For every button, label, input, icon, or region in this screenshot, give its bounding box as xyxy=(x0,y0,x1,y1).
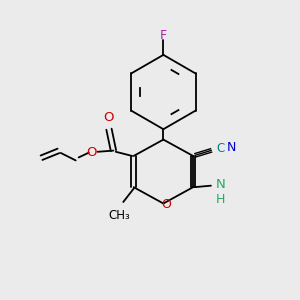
Text: N: N xyxy=(216,178,226,191)
Text: CH₃: CH₃ xyxy=(108,209,130,222)
Text: N: N xyxy=(227,140,236,154)
Text: O: O xyxy=(86,146,97,159)
Text: H: H xyxy=(216,193,225,206)
Text: C: C xyxy=(216,142,224,155)
Text: O: O xyxy=(161,198,171,211)
Text: F: F xyxy=(160,29,167,42)
Text: O: O xyxy=(103,111,113,124)
